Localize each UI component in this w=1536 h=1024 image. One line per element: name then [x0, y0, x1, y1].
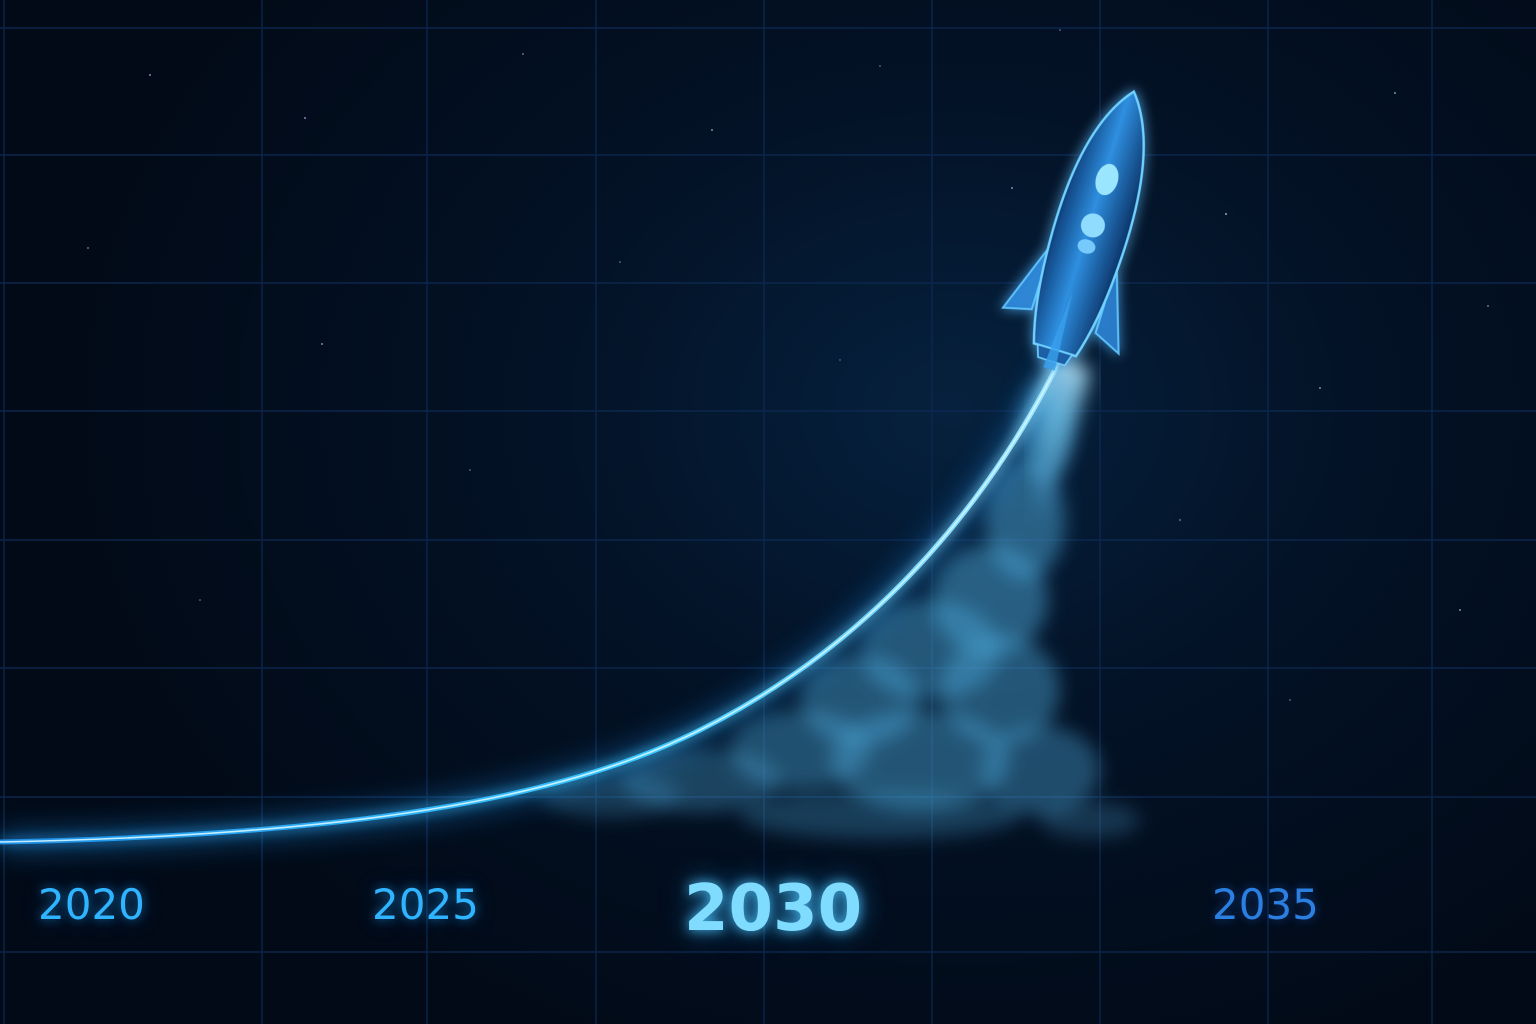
year-label-2025: 2025: [372, 880, 479, 929]
rocket-icon: [1000, 89, 1145, 371]
year-label-2020: 2020: [38, 880, 145, 929]
star-field: [87, 29, 1489, 701]
growth-curve: [0, 355, 1070, 853]
year-label-2035: 2035: [1212, 880, 1319, 929]
year-label-2030-highlighted: 2030: [684, 872, 863, 946]
